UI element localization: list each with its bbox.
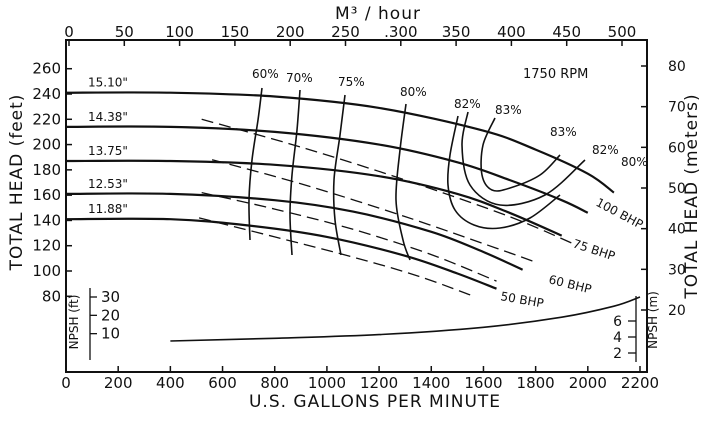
efficiency-label: 80% [400,85,427,99]
efficiency-curve-2 [289,89,301,256]
x-top-tick-label: 0 [64,23,74,41]
y-right-tick-label: 70 [668,100,686,116]
efficiency-curves: 60% 70% 75%80%82% 83%83%82%80% [248,67,648,261]
impeller-diameter-label: 15.10" [88,76,128,90]
plot-border [65,39,648,373]
npsh-required-curve [170,296,641,342]
npsh-curve [170,296,641,342]
efficiency-curve-3 [332,94,346,256]
x-top-tick-label: 100 [165,23,194,41]
y-left-tick-label: 260 [32,60,61,78]
efficiency-curve-5 [446,115,561,230]
x-bottom-tick-label: 1200 [360,374,398,392]
x-bottom-tick-label: 2000 [569,374,607,392]
impeller-diameter-label: 13.75" [88,144,128,158]
head-curve-1 [65,91,615,194]
npsh-right-label: NPSH (m) [646,291,660,349]
axis-ticks: 0 200 400 600 800 1000 1200 1400 1600 1800 2000 220… [32,23,685,392]
plot-frame [65,39,648,373]
x-bottom-tick-label: 400 [156,374,185,392]
x-top-tick-label: 150 [221,23,250,41]
x-bottom-tick-label: 600 [208,374,237,392]
bhp-label: 50 BHP [499,289,544,310]
bhp-line-4 [198,217,471,296]
x-bottom-tick-label: 2200 [621,374,659,392]
head-curve-2 [65,125,589,214]
npsh-left-tick-label: 10 [101,325,120,343]
y-right-tick-label: 80 [668,59,686,75]
x-bottom-tick-label: 0 [61,374,71,392]
x-bottom-tick-label: 200 [104,374,133,392]
efficiency-label: 83% [495,103,522,117]
y-left-tick-label: 140 [32,211,61,229]
y-left-tick-label: 120 [32,237,61,255]
head-curve-3 [65,159,563,237]
npsh-right-tick-label: 2 [613,346,622,362]
npsh-right-tick-label: 6 [613,314,622,330]
y-left-tick-label: 80 [42,287,61,305]
y-right-tick-label: 40 [668,222,686,238]
y-left-axis-title: TOTAL HEAD (feet) [7,94,27,272]
efficiency-curve-7 [461,111,586,207]
efficiency-curve-6 [480,117,561,192]
y-right-tick-label: 50 [668,181,686,197]
y-left-tick-label: 180 [32,161,61,179]
y-left-tick-label: 160 [32,186,61,204]
y-left-tick-label: 200 [32,136,61,154]
x-top-tick-label: 500 [608,23,637,41]
bhp-label: 60 BHP [547,272,593,296]
x-top-tick-label: 50 [115,23,134,41]
npsh-left-tick-label: 20 [101,306,120,324]
x-bottom-tick-label: 1800 [517,374,555,392]
x-top-tick-label: 200 [276,23,305,41]
y-right-tick-label: 60 [668,140,686,156]
y-right-tick-label: 30 [668,262,686,278]
x-top-tick-label: .300 [384,23,417,41]
x-top-tick-label: 450 [552,23,581,41]
x-bottom-tick-label: 1400 [412,374,450,392]
impeller-diameter-label: 12.53" [88,177,128,191]
y-left-tick-label: 100 [32,262,61,280]
y-left-tick-label: 220 [32,110,61,128]
efficiency-curve-4 [395,103,411,261]
x-axis-title: U.S. GALLONS PER MINUTE [249,392,501,412]
efficiency-label: 60% [252,67,279,81]
x-top-tick-label: 250 [331,23,360,41]
npsh-left-label: NPSH (ft) [67,295,81,350]
efficiency-label: 80% [621,155,648,169]
y-left-tick-label: 240 [32,85,61,103]
y-right-tick-label: 20 [668,303,686,319]
bhp-label: 100 BHP [594,195,646,231]
efficiency-label: 70% [286,71,313,85]
y-right-axis-title: TOTAL HEAD (meters) [682,93,702,299]
npsh-left-tick-label: 30 [101,288,120,306]
head-curve-5 [65,217,497,290]
top-axis-title: M³ / hour [335,4,421,24]
rpm-annotation: 1750 RPM [523,67,588,82]
efficiency-curve-1 [248,87,263,241]
x-top-tick-label: 350 [442,23,471,41]
x-bottom-tick-label: 1000 [308,374,346,392]
bhp-label: 75 BHP [571,237,617,264]
head-curve-4 [65,192,524,271]
bhp-line-3 [201,191,497,282]
head-curves: 15.10" 14.38" 13.75" 12.53" 11.88" [65,76,615,290]
npsh-right-tick-label: 4 [613,330,622,346]
impeller-diameter-label: 11.88" [88,202,128,216]
bhp-line-2 [211,159,536,263]
x-top-tick-label: 400 [497,23,526,41]
efficiency-label: 82% [592,143,619,157]
x-bottom-tick-label: 800 [260,374,289,392]
x-bottom-tick-label: 1600 [464,374,502,392]
impeller-diameter-label: 14.38" [88,110,128,124]
bhp-line-1 [201,118,576,245]
efficiency-label: 75% [338,75,365,89]
efficiency-label: 83% [550,125,577,139]
efficiency-label: 82% [454,97,481,111]
